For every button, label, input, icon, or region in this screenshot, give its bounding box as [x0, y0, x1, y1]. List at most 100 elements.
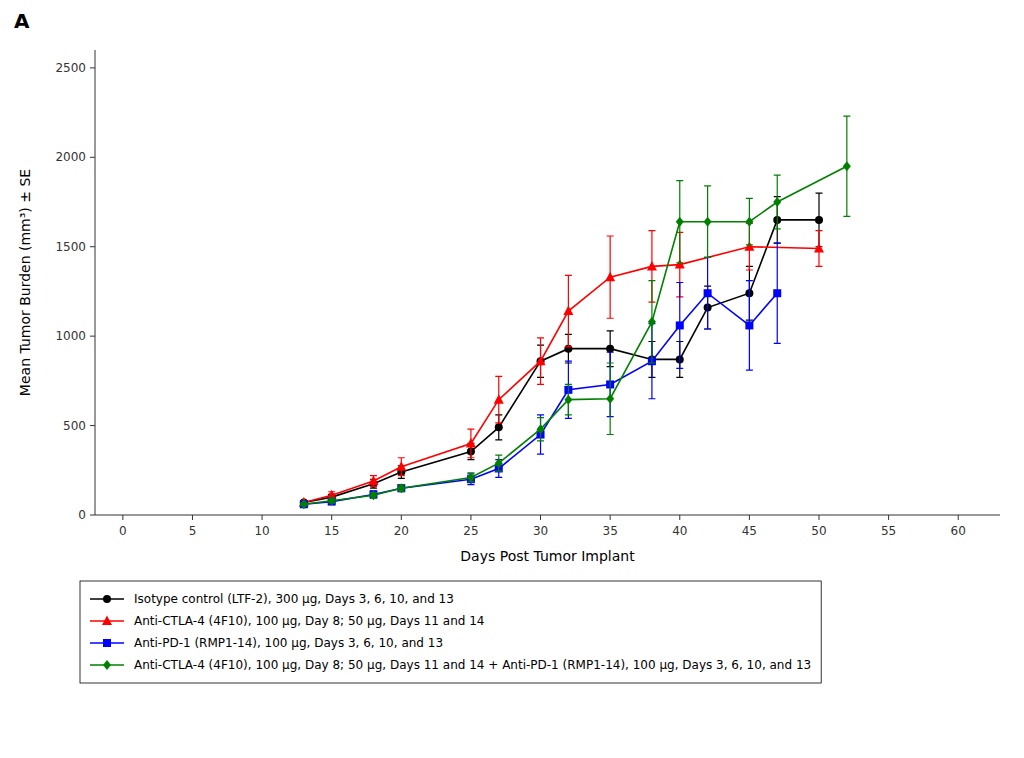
x-tick: [470, 515, 471, 520]
x-tick-label: 50: [811, 524, 826, 538]
point: [466, 438, 476, 448]
error-bar: [676, 283, 683, 369]
point: [563, 306, 573, 316]
error-bar: [704, 186, 711, 258]
point: [397, 483, 405, 493]
point: [605, 272, 615, 282]
point: [843, 161, 851, 171]
point: [495, 423, 503, 431]
error-bar: [676, 181, 683, 263]
legend-marker: [103, 660, 111, 670]
chart: A051015202530354045505560050010001500200…: [0, 0, 1024, 758]
legend-box: [80, 581, 821, 683]
x-tick: [331, 515, 332, 520]
x-tick-label: 5: [189, 524, 197, 538]
series: [299, 223, 824, 506]
point: [328, 496, 336, 506]
point: [815, 216, 823, 224]
x-tick: [610, 515, 611, 520]
series-line: [304, 166, 847, 504]
series-line: [304, 293, 777, 504]
error-bar: [537, 415, 544, 454]
y-tick-label: 1500: [55, 240, 86, 254]
point: [397, 484, 405, 492]
x-tick: [819, 515, 820, 520]
series: [300, 243, 781, 508]
point: [676, 321, 684, 329]
x-axis: [95, 515, 1000, 516]
error-bar: [746, 281, 753, 370]
legend-marker: [102, 616, 112, 626]
point: [536, 356, 546, 366]
y-tick: [90, 515, 95, 516]
error-bar: [537, 418, 544, 441]
legend-marker: [103, 639, 111, 647]
point: [606, 394, 614, 404]
y-tick: [90, 425, 95, 426]
point: [648, 317, 656, 327]
series: [300, 116, 851, 509]
point: [537, 424, 545, 434]
x-tick: [401, 515, 402, 520]
error-bar: [648, 281, 655, 363]
x-tick: [540, 515, 541, 520]
x-tick-label: 55: [881, 524, 896, 538]
error-bar: [704, 257, 711, 329]
x-tick: [679, 515, 680, 520]
series: [300, 193, 823, 506]
x-tick-label: 30: [533, 524, 548, 538]
error-bar: [774, 175, 781, 229]
title: A: [14, 9, 30, 33]
legend: Isotype control (LTF-2), 300 μg, Days 3,…: [80, 581, 821, 683]
error-bar: [495, 455, 502, 471]
x-tick: [192, 515, 193, 520]
y-tick: [90, 246, 95, 247]
legend-label: Isotype control (LTF-2), 300 μg, Days 3,…: [134, 592, 454, 606]
point: [773, 289, 781, 297]
y-axis: [95, 50, 96, 515]
legend-label: Anti-PD-1 (RMP1-14), 100 μg, Days 3, 6, …: [134, 636, 443, 650]
point: [745, 321, 753, 329]
error-bar: [565, 361, 572, 418]
error-bar: [607, 363, 614, 435]
legend-marker: [103, 595, 111, 603]
y-tick: [90, 67, 95, 68]
legend-label: Anti-CTLA-4 (4F10), 100 μg, Day 8; 50 μg…: [134, 658, 811, 672]
error-bar: [746, 198, 753, 245]
point: [773, 197, 781, 207]
x-tick-label: 10: [254, 524, 269, 538]
x-tick-label: 0: [119, 524, 127, 538]
point: [647, 261, 657, 271]
y-tick-label: 0: [78, 508, 86, 522]
error-bar: [467, 473, 474, 482]
point: [676, 217, 684, 227]
point: [300, 500, 308, 508]
series-line: [304, 247, 819, 503]
x-tick-label: 20: [394, 524, 409, 538]
legend-label: Anti-CTLA-4 (4F10), 100 μg, Day 8; 50 μg…: [134, 614, 484, 628]
x-tick: [958, 515, 959, 520]
point: [745, 217, 753, 227]
point: [495, 458, 503, 468]
y-tick-label: 2000: [55, 150, 86, 164]
x-tick: [749, 515, 750, 520]
error-bar: [565, 384, 572, 414]
plot-area: [299, 116, 851, 509]
y-tick-label: 2500: [55, 61, 86, 75]
x-tick-label: 35: [603, 524, 618, 538]
x-tick-label: 15: [324, 524, 339, 538]
x-tick: [122, 515, 123, 520]
error-bar: [774, 243, 781, 343]
x-tick-label: 40: [672, 524, 687, 538]
error-bar: [843, 116, 850, 216]
y-axis-label: Mean Tumor Burden (mm³) ± SE: [17, 169, 33, 396]
x-axis-label: Days Post Tumor Implant: [460, 548, 635, 564]
y-tick-label: 1000: [55, 329, 86, 343]
x-tick: [888, 515, 889, 520]
y-tick: [90, 157, 95, 158]
point: [396, 461, 406, 471]
point: [369, 490, 377, 500]
point: [606, 345, 614, 353]
point: [564, 395, 572, 405]
x-tick-label: 25: [463, 524, 478, 538]
